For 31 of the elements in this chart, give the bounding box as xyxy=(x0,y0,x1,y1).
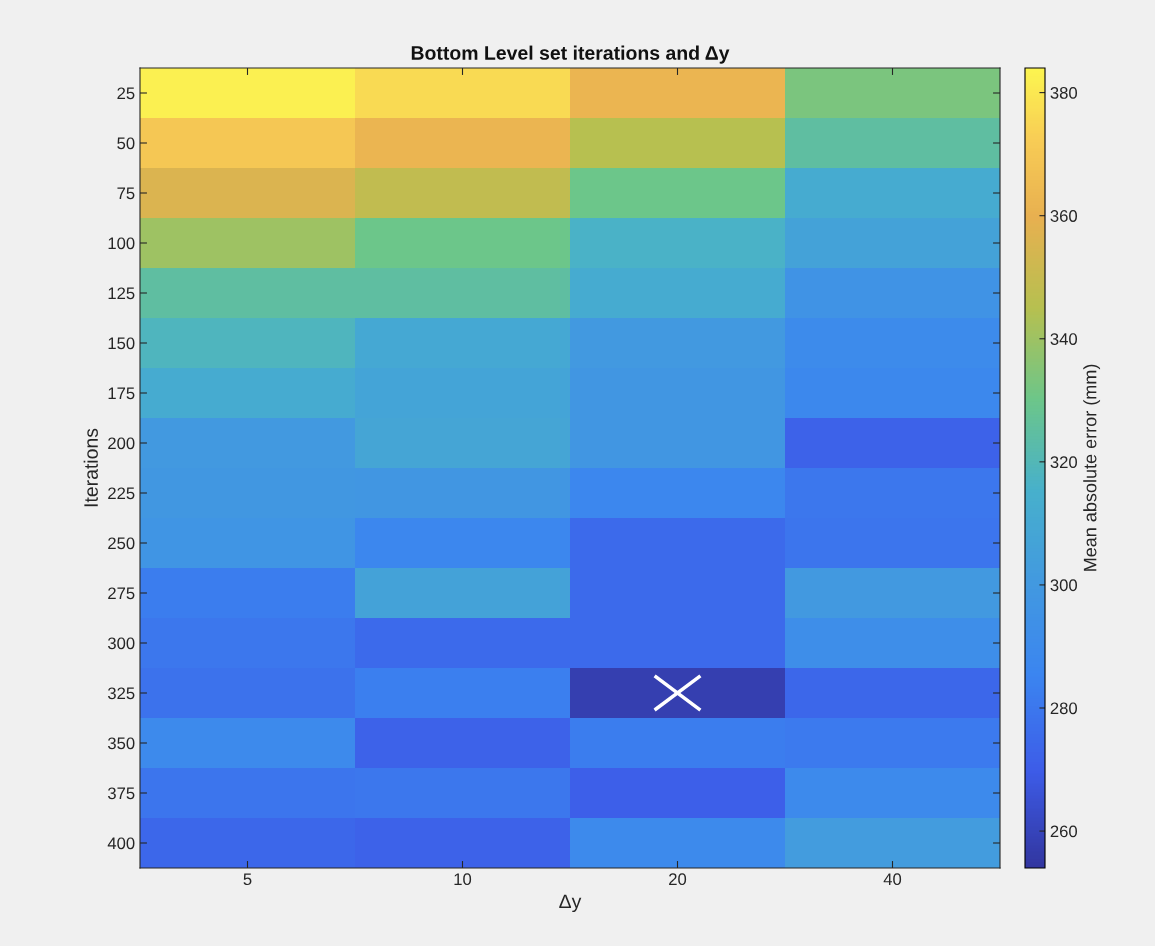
y-tick-label: 400 xyxy=(107,837,135,850)
y-tick-label: 275 xyxy=(108,587,135,600)
y-tick-label: 100 xyxy=(108,237,135,250)
color-bar-label: 260 xyxy=(1050,825,1078,838)
x-tick-label: 40 xyxy=(883,873,902,886)
color-bar-label: 360 xyxy=(1050,210,1078,222)
y-tick-label: 325 xyxy=(107,687,135,700)
color-bar-label: 280 xyxy=(1050,702,1078,715)
y-tick-label: 375 xyxy=(107,787,135,800)
x-tick-label: 5 xyxy=(243,873,252,886)
y-tick-label: 350 xyxy=(107,737,135,750)
color-bar-label: 380 xyxy=(1050,87,1078,99)
y-tick-label: 175 xyxy=(108,387,135,400)
color-bar-title: Mean absolute error (mm) xyxy=(1083,364,1101,571)
color-bar-label: 320 xyxy=(1050,456,1078,469)
y-tick-label: 225 xyxy=(108,487,135,500)
y-axis-title: Iterations xyxy=(83,428,98,507)
x-tick-label: 20 xyxy=(669,873,687,886)
y-tick-label: 300 xyxy=(107,637,135,650)
y-tick-label: 200 xyxy=(108,437,135,450)
color-bar-label: 300 xyxy=(1050,579,1078,592)
chart-title: Bottom Level set iterations and Δy xyxy=(411,45,730,64)
y-tick-label: 250 xyxy=(108,537,135,550)
y-tick-label: 125 xyxy=(108,287,135,300)
y-tick-label: 75 xyxy=(117,187,135,200)
y-tick-label: 150 xyxy=(108,337,135,350)
x-axis-title: Δy xyxy=(559,894,582,913)
x-tick-label: 10 xyxy=(454,873,472,886)
y-tick-label: 50 xyxy=(117,137,135,150)
color-bar-label: 340 xyxy=(1050,333,1078,345)
y-tick-label: 25 xyxy=(117,87,135,100)
